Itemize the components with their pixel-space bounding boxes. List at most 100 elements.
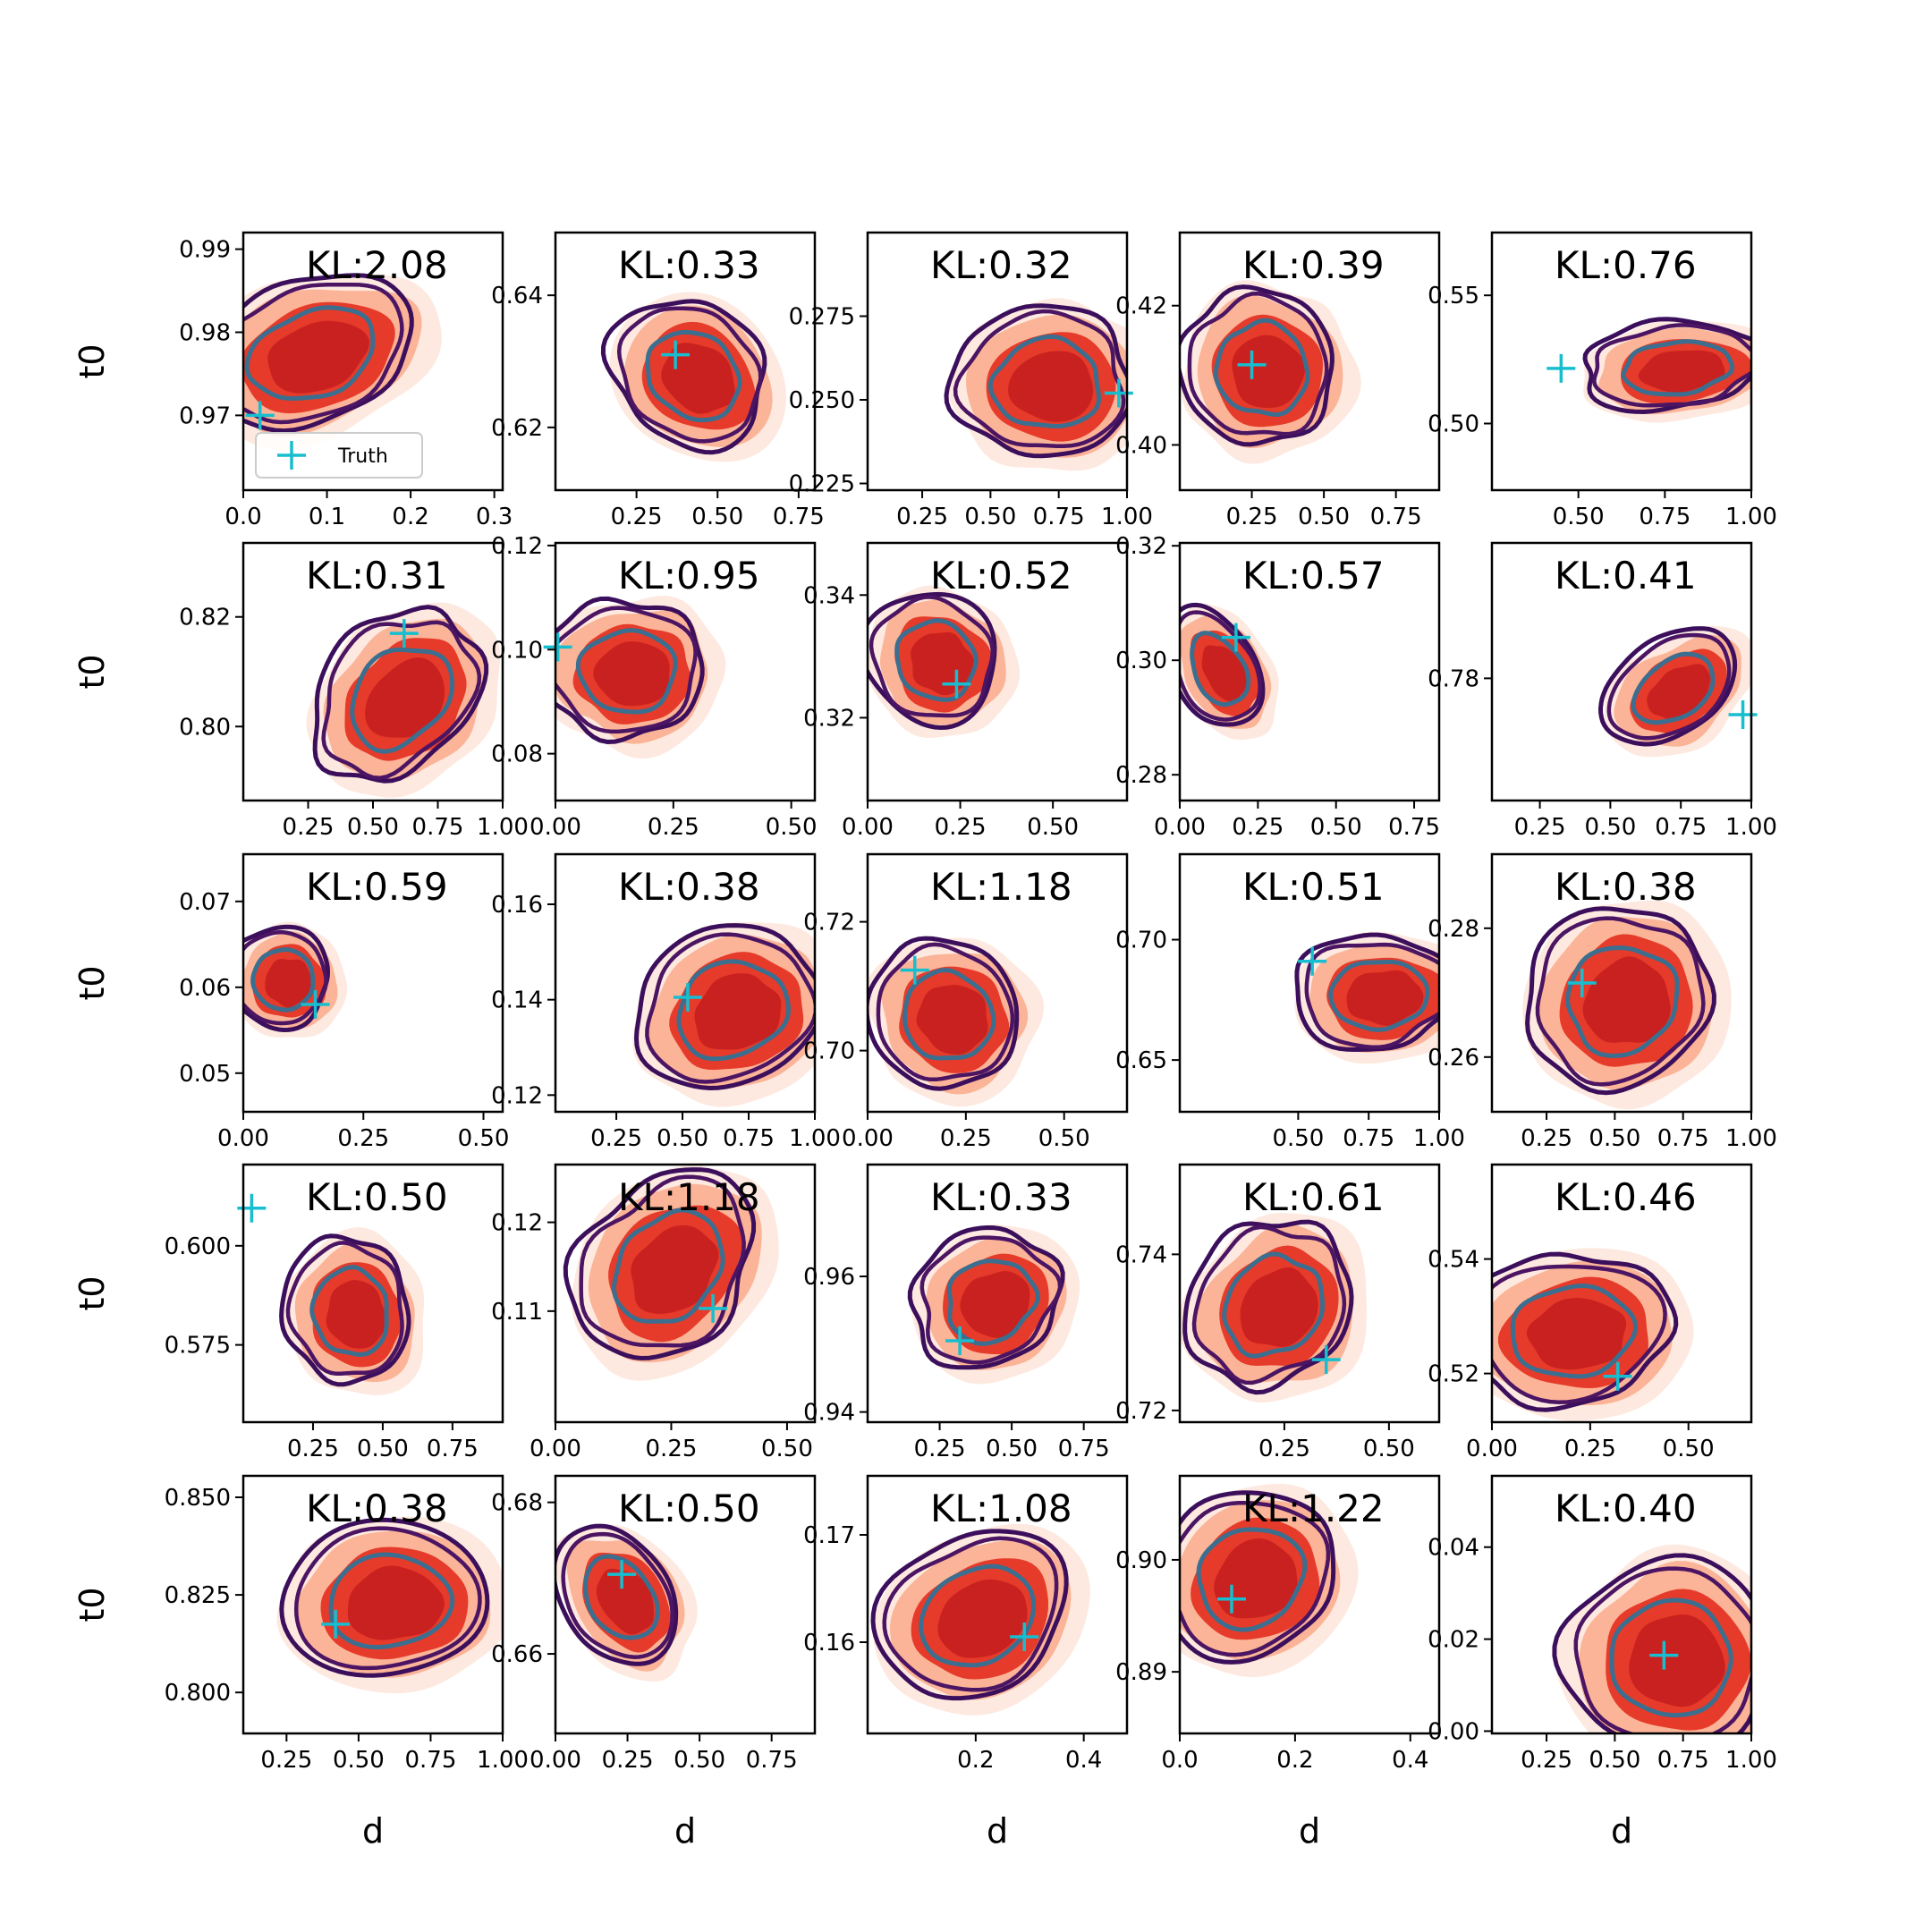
y-tick-label: 0.28 (1428, 916, 1479, 943)
plot-area (868, 936, 1044, 1107)
truth-marker (673, 983, 702, 1012)
x-tick-label: 0.75 (1657, 1747, 1709, 1774)
x-tick-label: 0.50 (986, 1436, 1038, 1462)
axes-frame (554, 1474, 817, 1735)
x-tick-label: 0.0 (1161, 1747, 1198, 1774)
kl-annotation: KL:0.61 (1242, 1175, 1385, 1219)
x-tick-label: 0.50 (357, 1436, 409, 1462)
contour-inner (894, 618, 979, 702)
subplot-r5c4: 0.0 0.2 0.4 0.89 0.90 KL:1.22 (1115, 1474, 1441, 1774)
density-fill-level-4 (1240, 1267, 1318, 1347)
y-tick-label: 0.225 (789, 471, 855, 498)
x-tick-label: 0.25 (1521, 1747, 1572, 1774)
x-tick-label: 1.00 (1725, 1125, 1777, 1152)
y-tick-label: 0.06 (179, 975, 231, 1002)
contour-inner (611, 1208, 725, 1324)
kl-annotation: KL:0.95 (618, 554, 760, 597)
contour-middle (1180, 610, 1262, 722)
kl-annotation: KL:0.57 (1242, 554, 1385, 597)
x-tick-label: 0.25 (648, 814, 699, 841)
y-tick-label: 0.50 (1428, 411, 1479, 437)
subplot-r1c3: 0.25 0.50 0.75 1.00 0.225 0.250 0.275 KL:0.32 (789, 231, 1153, 530)
y-tick-label: 0.07 (179, 889, 231, 916)
truth-marker (942, 669, 971, 699)
y-tick-label: 0.97 (179, 402, 231, 429)
plot-area (1492, 1248, 1694, 1421)
x-tick-label: 0.00 (530, 1747, 581, 1774)
contour-outer (555, 1523, 679, 1666)
x-tick-label: 0.00 (842, 1125, 894, 1152)
x-tick-label: 0.25 (590, 1125, 642, 1152)
x-tick-label: 0.50 (1038, 1125, 1090, 1152)
density-fill-level-4 (265, 959, 313, 1008)
contour-inner (1213, 318, 1310, 418)
kl-annotation: KL:0.33 (930, 1175, 1072, 1219)
x-axis-label-col-5: d (1611, 1811, 1632, 1851)
y-tick-label: 0.68 (491, 1490, 543, 1517)
x-tick-label: 0.00 (530, 814, 581, 841)
legend-box (255, 432, 423, 479)
plot-area (276, 1516, 503, 1694)
y-tick-label: 0.70 (1115, 928, 1167, 954)
truth-marker (389, 619, 419, 648)
contour-outer (1597, 626, 1738, 747)
truth-marker (1221, 623, 1250, 652)
x-tick-label: 0.00 (530, 1436, 581, 1462)
y-tick-label: 0.55 (1428, 283, 1479, 309)
y-tick-label: 0.52 (1428, 1361, 1479, 1388)
x-tick-label: 0.4 (1065, 1747, 1102, 1774)
density-fill-level-4 (1647, 664, 1711, 720)
axes-frame (866, 1474, 1129, 1735)
y-tick-label: 0.34 (803, 582, 855, 609)
x-tick-label: 1.00 (1725, 504, 1777, 530)
subplot-r3c4: 0.50 0.75 1.00 0.65 0.70 KL:0.51 (1115, 852, 1465, 1152)
x-tick-label: 0.50 (964, 504, 1016, 530)
plot-area (243, 273, 442, 451)
y-axis-label-row-4: t0 (72, 1275, 112, 1310)
x-tick-label: 0.2 (1276, 1747, 1313, 1774)
density-fill-level-4 (1638, 350, 1725, 393)
kl-annotation: KL:0.50 (306, 1175, 448, 1219)
contour-inner (1190, 631, 1251, 708)
y-tick-label: 0.12 (491, 1082, 543, 1109)
x-tick-label: 1.00 (477, 814, 529, 841)
contour-outer (563, 1167, 757, 1361)
x-tick-label: 0.25 (283, 814, 335, 841)
subplot-r1c1: 0.0 0.1 0.2 0.3 0.97 0.98 0.99 KL:2.08 Truth (179, 231, 513, 530)
contour-outer (944, 303, 1127, 459)
x-tick-label: 1.00 (789, 1125, 841, 1152)
axes-frame (1178, 1474, 1441, 1735)
axes-frame (866, 541, 1129, 802)
x-tick-label: 0.25 (896, 504, 948, 530)
truth-marker (1649, 1640, 1679, 1670)
contour-middle (953, 309, 1126, 449)
contour-inner (1565, 945, 1680, 1058)
subplot-r5c3: 0.2 0.4 0.16 0.17 KL:1.08 (803, 1474, 1129, 1774)
x-tick-label: 0.75 (1343, 1125, 1394, 1152)
plot-area (1180, 1213, 1367, 1402)
kl-annotation: KL:0.38 (306, 1487, 448, 1530)
density-fill-level-4 (593, 641, 670, 707)
truth-marker (245, 401, 275, 430)
x-tick-label: 0.25 (940, 1125, 992, 1152)
contour-middle (561, 1531, 674, 1659)
subplot-r3c1: 0.00 0.25 0.50 0.05 0.06 0.07 KL:0.59 (179, 852, 509, 1152)
density-fill-level-4 (1008, 351, 1094, 422)
contour-middle (1606, 632, 1732, 741)
plot-area (555, 1523, 698, 1682)
truth-marker (699, 1293, 728, 1323)
contour-middle (1191, 1224, 1347, 1385)
x-tick-label: 0.75 (1370, 504, 1422, 530)
contour-middle (1304, 942, 1439, 1050)
kl-annotation: KL:0.50 (618, 1487, 760, 1530)
y-tick-label: 0.05 (179, 1061, 231, 1088)
x-tick-label: 0.50 (347, 814, 399, 841)
x-tick-label: 0.75 (723, 1125, 775, 1152)
truth-marker (1603, 1361, 1632, 1391)
plot-area (1522, 900, 1732, 1110)
y-tick-label: 0.78 (1428, 665, 1479, 692)
kl-annotation: KL:0.40 (1555, 1487, 1697, 1530)
y-tick-label: 0.12 (491, 1210, 543, 1237)
truth-marker (1546, 353, 1576, 383)
kl-annotation: KL:0.76 (1555, 243, 1697, 287)
